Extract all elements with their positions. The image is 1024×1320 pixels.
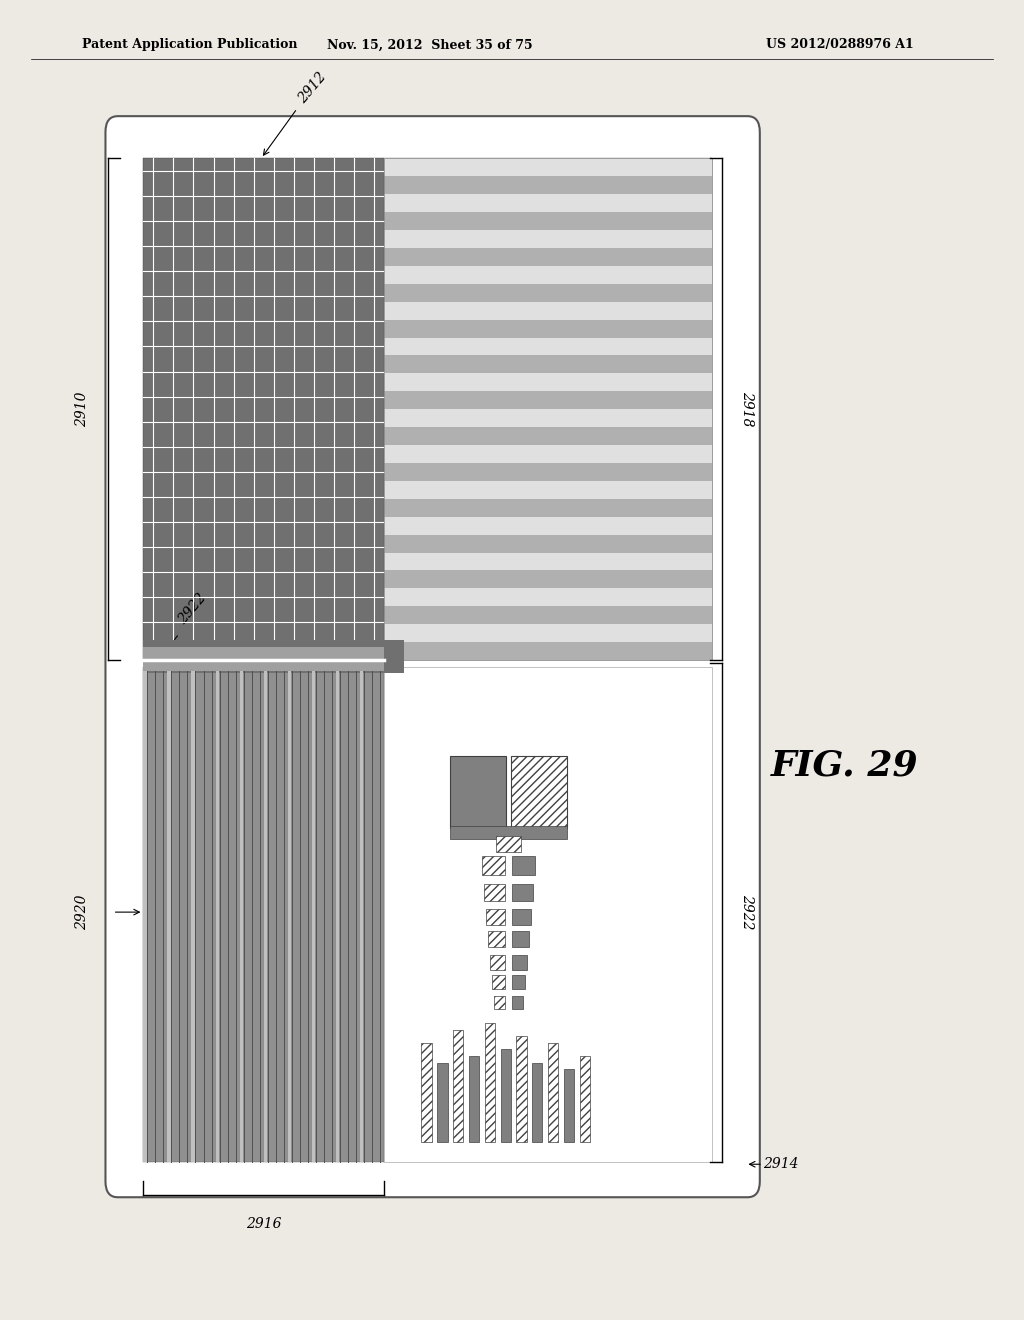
Bar: [516, 1036, 526, 1142]
Bar: [451, 826, 567, 840]
Bar: [143, 158, 384, 660]
Bar: [384, 428, 712, 445]
Bar: [384, 177, 712, 194]
Bar: [384, 445, 712, 463]
Bar: [384, 213, 712, 230]
Bar: [548, 1043, 558, 1142]
Bar: [384, 374, 712, 391]
Bar: [422, 1043, 432, 1142]
Bar: [512, 974, 525, 990]
Bar: [384, 158, 712, 660]
Text: 2912: 2912: [263, 70, 329, 156]
Bar: [384, 194, 712, 213]
Bar: [384, 606, 712, 624]
Bar: [311, 667, 315, 1162]
Bar: [532, 1063, 543, 1142]
Text: 2914: 2914: [763, 1158, 799, 1171]
Bar: [240, 667, 243, 1162]
Text: US 2012/0288976 A1: US 2012/0288976 A1: [766, 38, 913, 51]
Bar: [384, 302, 712, 319]
Bar: [493, 974, 506, 990]
Bar: [384, 499, 712, 516]
Text: 2910: 2910: [75, 392, 89, 426]
Bar: [384, 667, 712, 1162]
Bar: [143, 647, 384, 671]
Bar: [384, 642, 712, 660]
Bar: [484, 1023, 495, 1142]
Bar: [488, 932, 506, 948]
Bar: [512, 884, 534, 900]
Bar: [580, 1056, 590, 1142]
Bar: [384, 158, 712, 660]
Bar: [384, 248, 712, 265]
Bar: [384, 589, 712, 606]
Bar: [336, 667, 339, 1162]
Bar: [384, 553, 712, 570]
Bar: [384, 480, 712, 499]
Bar: [469, 1056, 479, 1142]
Bar: [384, 391, 712, 409]
Bar: [384, 570, 712, 589]
Bar: [384, 463, 712, 480]
Bar: [501, 1049, 511, 1142]
Bar: [384, 516, 712, 535]
Bar: [143, 640, 404, 673]
Bar: [497, 837, 521, 853]
Bar: [264, 667, 267, 1162]
Bar: [384, 409, 712, 428]
Bar: [495, 997, 506, 1010]
Bar: [384, 230, 712, 248]
Bar: [384, 624, 712, 642]
Bar: [384, 158, 712, 177]
Bar: [490, 954, 506, 969]
Bar: [484, 884, 506, 900]
Bar: [288, 667, 291, 1162]
Bar: [216, 667, 219, 1162]
Bar: [384, 355, 712, 374]
Bar: [512, 855, 536, 874]
Bar: [384, 338, 712, 355]
Bar: [512, 908, 531, 924]
Bar: [384, 265, 712, 284]
Text: 2922: 2922: [740, 895, 755, 929]
Bar: [360, 667, 364, 1162]
Text: 2916: 2916: [246, 1217, 282, 1230]
Bar: [512, 954, 527, 969]
Bar: [511, 755, 567, 829]
Text: Patent Application Publication: Patent Application Publication: [82, 38, 297, 51]
Bar: [384, 284, 712, 302]
Text: 2922: 2922: [176, 591, 210, 627]
Bar: [482, 855, 506, 874]
Bar: [451, 755, 507, 829]
Text: Nov. 15, 2012  Sheet 35 of 75: Nov. 15, 2012 Sheet 35 of 75: [328, 38, 532, 51]
Bar: [454, 1030, 464, 1142]
Bar: [191, 667, 195, 1162]
Bar: [564, 1069, 574, 1142]
Text: FIG. 29: FIG. 29: [771, 748, 919, 783]
Bar: [437, 1063, 447, 1142]
Bar: [512, 997, 523, 1010]
Bar: [384, 319, 712, 338]
Bar: [168, 667, 171, 1162]
Bar: [143, 667, 146, 1162]
Bar: [486, 908, 506, 924]
Text: 2918: 2918: [740, 392, 755, 426]
Bar: [384, 535, 712, 553]
FancyBboxPatch shape: [105, 116, 760, 1197]
Bar: [143, 667, 384, 1162]
Text: 2920: 2920: [75, 895, 89, 929]
Bar: [512, 932, 529, 948]
